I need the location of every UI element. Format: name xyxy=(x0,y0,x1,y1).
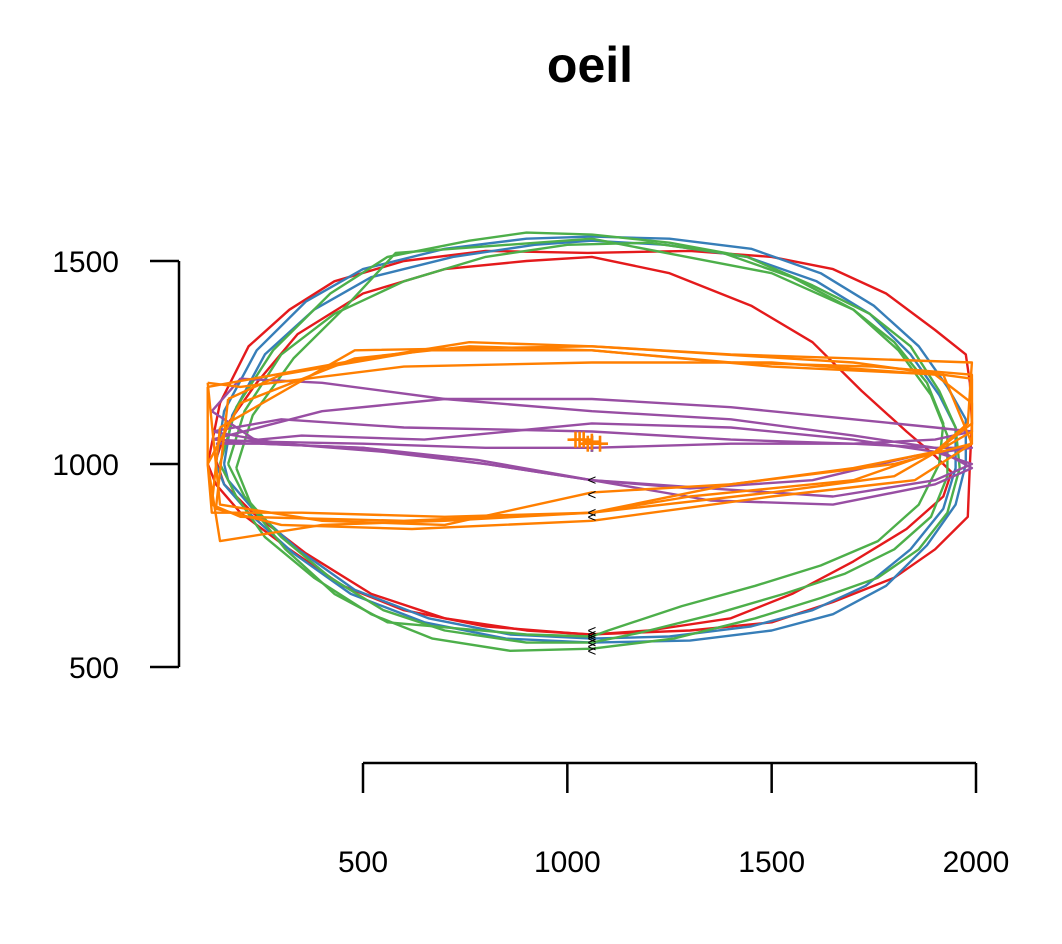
x-tick-label: 2000 xyxy=(943,846,1010,879)
landmark-mark: < xyxy=(587,622,596,639)
x-tick-label: 1000 xyxy=(534,846,601,879)
series-group xyxy=(206,341,974,543)
landmark-mark: < xyxy=(587,629,596,646)
series-outline xyxy=(214,235,967,644)
x-tick-label: 500 xyxy=(338,846,388,879)
y-tick-label: 1000 xyxy=(52,449,119,482)
series-outline xyxy=(210,345,974,522)
series-outline xyxy=(206,361,974,527)
landmark-mark: < xyxy=(587,635,596,652)
series-outline xyxy=(235,237,945,638)
y-tick-label: 1500 xyxy=(52,246,119,279)
centroids xyxy=(567,431,609,452)
landmark-mark: < xyxy=(587,505,596,522)
landmark-mark: < xyxy=(587,639,596,656)
chart-title: oeil xyxy=(547,37,633,93)
landmark-mark: < xyxy=(587,472,596,489)
landmark-mark: < xyxy=(587,631,596,648)
centroid-marker xyxy=(592,435,609,452)
landmarks: <<<<<<<<<<< xyxy=(587,472,596,660)
outlines xyxy=(206,231,974,652)
series-outline xyxy=(210,377,974,506)
series-outline xyxy=(215,422,974,498)
y-axis: 500 1000 1500 xyxy=(52,246,181,685)
landmark-mark: < xyxy=(587,643,596,660)
landmark-mark: < xyxy=(587,486,596,503)
series-outline xyxy=(226,241,949,644)
centroid-marker xyxy=(575,431,592,448)
y-tick-label: 500 xyxy=(69,652,119,685)
series-outline xyxy=(214,349,974,531)
landmark-mark: < xyxy=(587,627,596,644)
landmark-mark: < xyxy=(587,509,596,526)
x-tick-label: 1500 xyxy=(738,846,805,879)
x-axis: 500 1000 1500 2000 xyxy=(338,761,1010,879)
